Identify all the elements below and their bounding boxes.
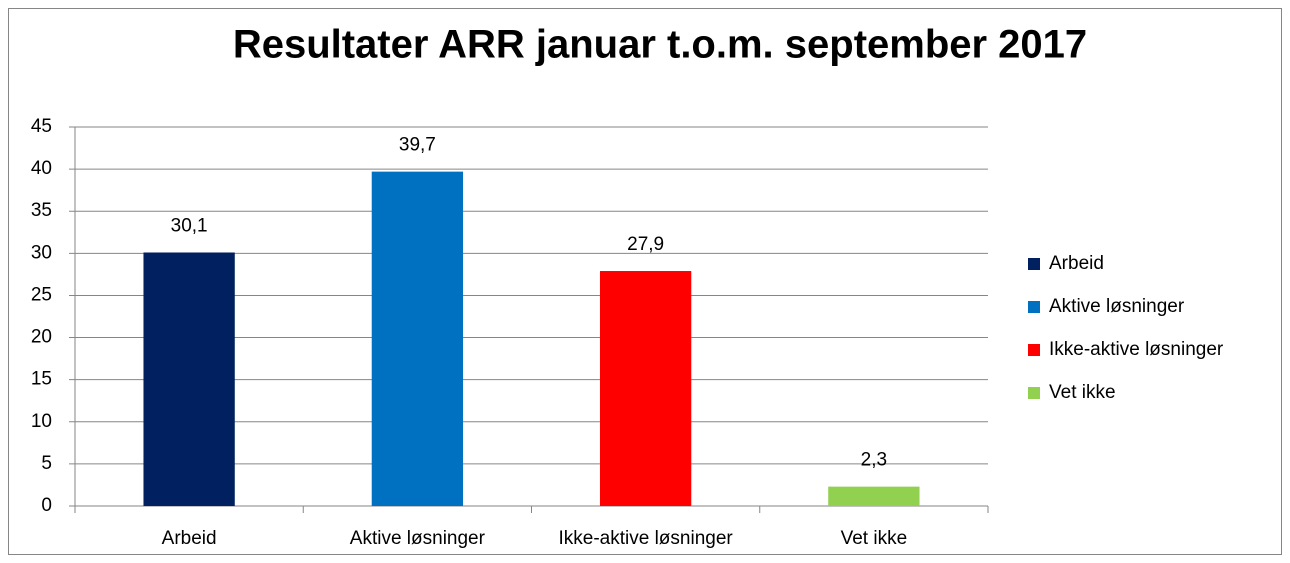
legend-swatch [1028,301,1040,313]
data-label: 39,7 [399,135,436,156]
x-tick-label: Vet ikke [841,528,908,549]
y-tick-label: 30 [31,242,52,263]
y-tick-label: 10 [31,411,52,432]
y-tick-label: 45 [31,116,52,137]
y-tick-label: 35 [31,200,52,221]
legend-label: Arbeid [1049,253,1104,274]
bar [371,171,464,507]
y-tick-label: 0 [41,495,52,516]
data-label: 27,9 [627,234,664,255]
y-tick-label: 20 [31,327,52,348]
bar [599,271,692,506]
legend-swatch [1028,387,1040,399]
legend-label: Ikke-aktive løsninger [1049,339,1224,360]
y-tick-label: 15 [31,369,52,390]
y-tick-label: 25 [31,284,52,305]
legend-swatch [1028,344,1040,356]
x-tick-label: Arbeid [162,528,217,549]
x-tick-label: Aktive løsninger [350,528,486,549]
data-label: 30,1 [171,216,208,237]
y-tick-label: 40 [31,158,52,179]
legend-label: Aktive løsninger [1049,296,1185,317]
data-label: 2,3 [861,450,887,471]
legend-swatch [1028,258,1040,270]
y-tick-label: 5 [41,453,52,474]
bar [828,486,920,506]
bar [143,252,235,506]
legend-label: Vet ikke [1049,382,1116,403]
chart-title: Resultater ARR januar t.o.m. september 2… [233,23,1087,67]
x-tick-label: Ikke-aktive løsninger [559,528,734,549]
